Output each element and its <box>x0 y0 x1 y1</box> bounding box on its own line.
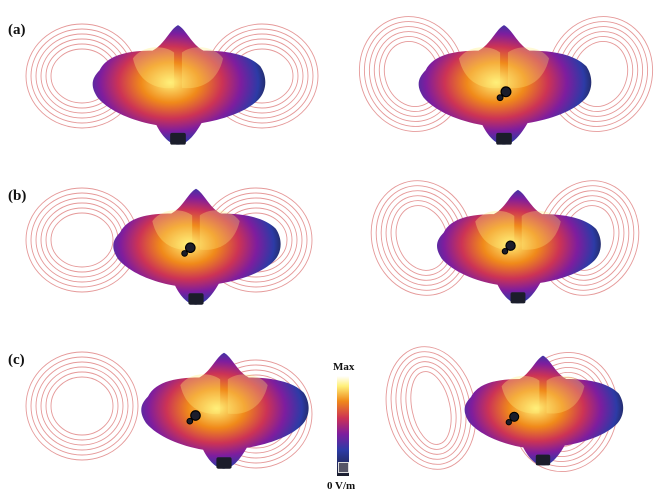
stimulation-target-marker <box>190 410 201 421</box>
brain-surface <box>113 188 281 305</box>
brain-shape <box>141 352 309 469</box>
coil-winding <box>410 371 452 445</box>
colorbar-max-label: Max <box>333 361 355 373</box>
coil-winding <box>405 366 457 450</box>
brain-surface <box>92 25 266 145</box>
coil-winding <box>400 361 462 455</box>
coil-winding <box>40 202 124 278</box>
brain-surface <box>418 25 592 145</box>
stimulation-target-marker <box>181 250 188 257</box>
coil-winding <box>50 212 114 268</box>
stimulation-target-marker <box>500 86 512 98</box>
stimulation-target-marker <box>509 411 520 422</box>
stimulation-target-marker <box>496 94 504 102</box>
colorbar-min-label: 0 V/m <box>327 480 356 492</box>
coil-winding <box>30 356 134 456</box>
coil-winding <box>35 361 129 451</box>
stimulation-target-marker <box>186 417 194 425</box>
brain-surface <box>141 352 309 469</box>
panel-a-right <box>358 16 654 145</box>
row-label-b: (b) <box>8 188 27 204</box>
panel-c-right <box>385 346 624 473</box>
stimulation-target-marker <box>184 242 196 254</box>
coil-winding <box>35 197 129 283</box>
colorbar <box>337 376 349 476</box>
panel-c-left <box>25 351 313 469</box>
colorbar-icon <box>338 462 349 473</box>
brain-shape <box>113 188 281 305</box>
panel-a-left <box>25 23 319 145</box>
coil-winding <box>40 366 124 446</box>
brain-surface <box>437 189 601 304</box>
row-label-a: (a) <box>8 22 26 38</box>
coil-winding <box>395 356 467 460</box>
coil-winding <box>45 371 119 441</box>
stimulation-target-marker <box>505 240 516 251</box>
row-label-c: (c) <box>8 352 25 368</box>
panel-b-left <box>25 187 313 305</box>
coil-winding <box>25 351 139 461</box>
brain-shape <box>464 355 624 466</box>
coil-winding <box>45 207 119 273</box>
coil-winding <box>50 376 114 436</box>
brain-shape <box>418 25 592 145</box>
brain-shape <box>437 189 601 304</box>
stimulation-target-marker <box>505 419 512 426</box>
brain-shape <box>92 25 266 145</box>
brain-surface <box>464 355 624 466</box>
stimulation-target-marker <box>501 248 509 255</box>
panel-b-right <box>370 180 640 304</box>
